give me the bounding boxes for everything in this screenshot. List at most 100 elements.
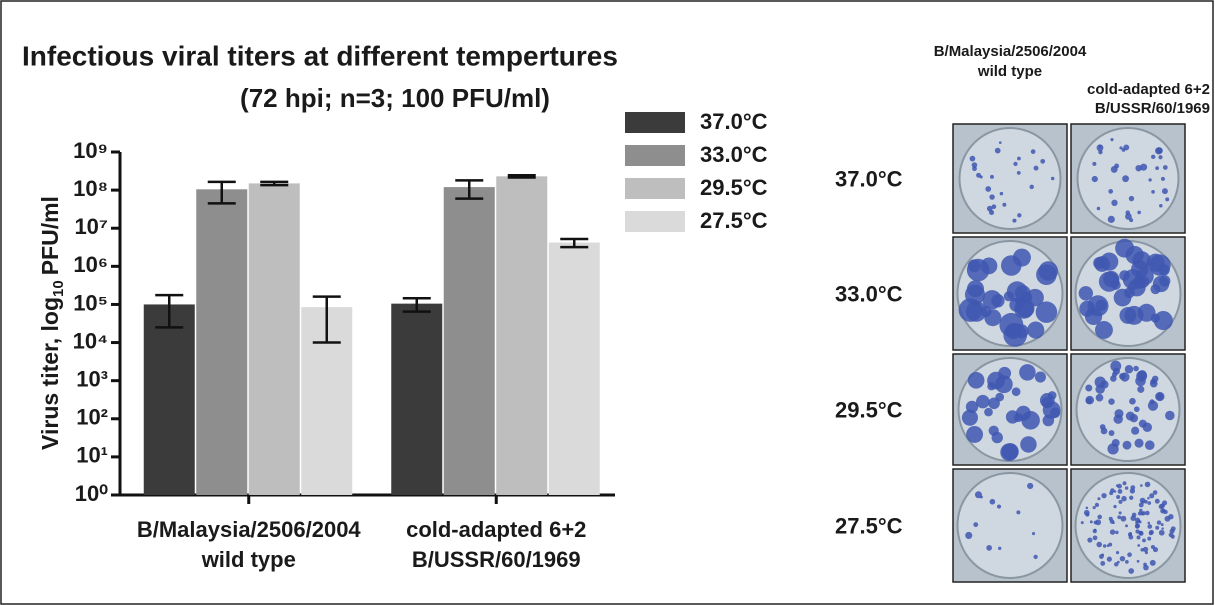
- plaque: [1092, 506, 1096, 510]
- plaque: [1120, 372, 1130, 382]
- legend-swatch: [625, 178, 685, 199]
- plaque: [1050, 176, 1055, 181]
- plaque: [1119, 146, 1123, 150]
- plaque: [984, 309, 1002, 327]
- plaque: [1150, 544, 1155, 550]
- plaque: [989, 194, 995, 200]
- plaque: [961, 409, 979, 426]
- plaque: [1013, 161, 1018, 167]
- plaque: [1114, 409, 1124, 419]
- plaque: [1138, 502, 1144, 508]
- plaque: [1168, 532, 1174, 538]
- plaque: [1137, 303, 1156, 322]
- plaque: [1147, 400, 1159, 411]
- plaque: [1161, 188, 1168, 195]
- plaque: [1114, 562, 1119, 567]
- plaque: [1122, 481, 1127, 486]
- plaque: [1108, 189, 1114, 194]
- plaque: [1142, 546, 1149, 552]
- plaque: [965, 531, 973, 539]
- plaque: [998, 546, 1002, 550]
- plaque: [1100, 561, 1106, 566]
- legend-swatch: [625, 211, 685, 232]
- plaque: [1147, 524, 1153, 529]
- plaque: [985, 186, 992, 192]
- plaque: [1095, 299, 1107, 311]
- column-header: B/Malaysia/2506/2004: [934, 43, 1087, 60]
- plaque: [1080, 521, 1084, 525]
- plaque: [1129, 397, 1136, 405]
- plaque: [1084, 307, 1103, 326]
- plaque: [1160, 523, 1164, 527]
- column-header: wild type: [977, 63, 1042, 80]
- plaque: [1036, 264, 1057, 286]
- plaque: [986, 545, 992, 551]
- plaque: [1149, 493, 1155, 499]
- column-header: B/USSR/60/1969: [1095, 100, 1210, 117]
- plaque: [1128, 568, 1135, 574]
- plaque: [1113, 288, 1132, 307]
- plaque: [1137, 385, 1145, 393]
- plaque: [1133, 406, 1140, 413]
- bar: [548, 242, 600, 495]
- plaque: [1158, 264, 1170, 276]
- legend-label: 37.0°C: [700, 109, 768, 134]
- plaque: [1110, 138, 1114, 142]
- plaque: [1162, 165, 1168, 170]
- plaque: [1095, 393, 1104, 402]
- y-tick-label: 10⁷: [74, 214, 108, 239]
- plaque: [1016, 510, 1021, 515]
- error-bar: [402, 297, 431, 313]
- bar: [248, 183, 300, 495]
- plaque: [1138, 419, 1147, 428]
- plaque: [1136, 559, 1140, 563]
- y-label-text: Virus titer, log: [37, 297, 63, 450]
- legend-label: 33.0°C: [700, 142, 768, 167]
- error-bar: [312, 295, 341, 344]
- plaque: [1165, 410, 1175, 421]
- chart-title: Infectious viral titers at different tem…: [22, 40, 618, 71]
- y-tick-label: 10⁹: [73, 138, 108, 163]
- bar: [443, 187, 495, 495]
- plaque: [1165, 197, 1170, 202]
- y-tick-label: 10⁸: [73, 176, 108, 201]
- plaque: [1138, 530, 1143, 535]
- error-bar: [507, 174, 536, 179]
- plaque: [996, 504, 1002, 509]
- plaque: [1096, 541, 1103, 548]
- plaque: [1129, 488, 1136, 494]
- plaque: [1034, 371, 1046, 383]
- plaque: [1140, 163, 1148, 171]
- y-tick-label: 10²: [76, 405, 108, 430]
- plaque: [1152, 490, 1158, 495]
- plaque: [1002, 202, 1007, 207]
- y-tick-label: 10⁵: [73, 290, 108, 315]
- plaque: [1160, 176, 1165, 181]
- plaque: [1085, 397, 1092, 405]
- plaque: [1136, 535, 1141, 540]
- plaque: [976, 172, 981, 178]
- plaque: [1144, 481, 1151, 488]
- plaque: [1154, 498, 1160, 504]
- plaque: [1145, 510, 1150, 516]
- plaque: [1109, 519, 1115, 524]
- plaque: [1107, 215, 1115, 223]
- plaque: [1092, 161, 1097, 166]
- plaque: [1029, 184, 1034, 190]
- plaque: [980, 257, 998, 275]
- plaque: [1137, 210, 1141, 215]
- plaque: [1143, 564, 1149, 571]
- plaque: [966, 426, 984, 443]
- plaque: [1014, 413, 1023, 423]
- plaque: [1120, 515, 1127, 522]
- plate-dish: [958, 127, 1062, 230]
- error-bar: [260, 180, 289, 187]
- plaque: [1027, 482, 1034, 490]
- error-bar: [155, 293, 184, 329]
- row-label: 29.5°C: [835, 397, 903, 422]
- plaque: [1125, 245, 1144, 265]
- plaque: [1030, 149, 1036, 154]
- plaque: [1152, 275, 1170, 293]
- plaque: [1027, 321, 1045, 339]
- plaque: [1093, 257, 1106, 270]
